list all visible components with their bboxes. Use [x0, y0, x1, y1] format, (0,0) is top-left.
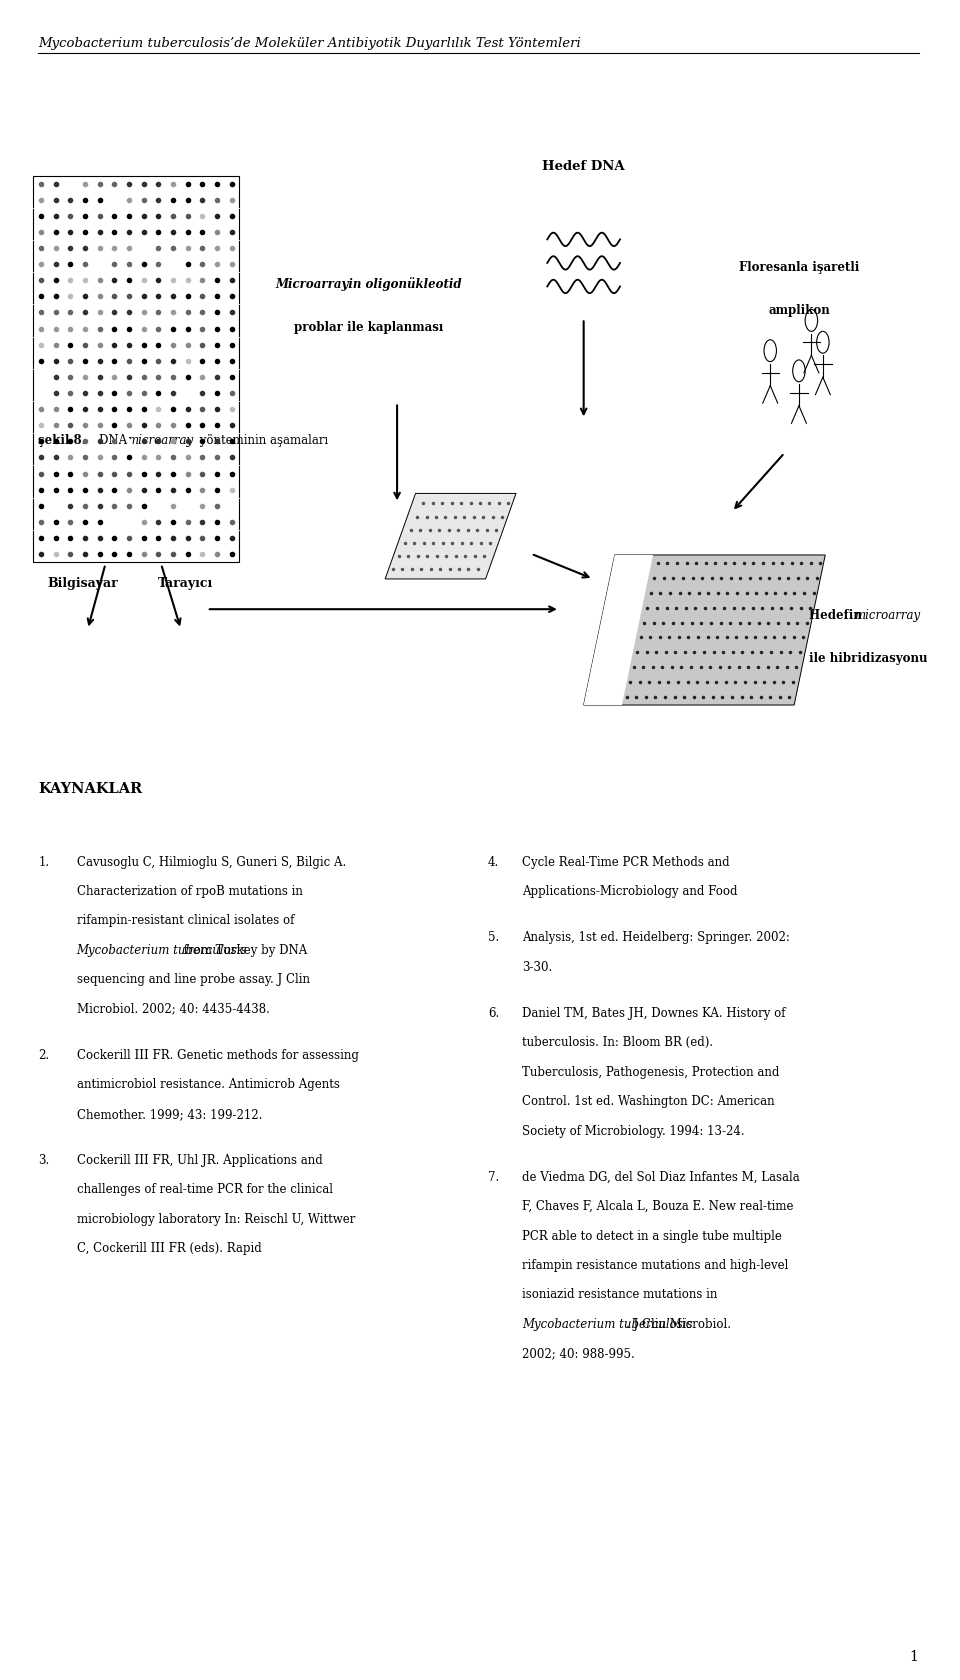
Polygon shape: [584, 556, 653, 706]
Text: şekil 8.: şekil 8.: [38, 433, 90, 447]
Text: Applications-Microbiology and Food: Applications-Microbiology and Food: [522, 884, 738, 897]
Text: Microbiol. 2002; 40: 4435-4438.: Microbiol. 2002; 40: 4435-4438.: [77, 1001, 270, 1015]
Text: 2.: 2.: [38, 1048, 49, 1062]
Text: 1: 1: [910, 1650, 919, 1663]
Polygon shape: [584, 556, 826, 706]
Text: rifampin resistance mutations and high-level: rifampin resistance mutations and high-l…: [522, 1258, 789, 1272]
Text: Microarrayin oligonükleotid: Microarrayin oligonükleotid: [276, 277, 462, 291]
Text: Tarayıcı: Tarayıcı: [158, 576, 213, 590]
Text: yönteminin aşamaları: yönteminin aşamaları: [196, 433, 328, 447]
Text: microarray: microarray: [854, 608, 921, 622]
Text: F, Chaves F, Alcala L, Bouza E. New real-time: F, Chaves F, Alcala L, Bouza E. New real…: [522, 1200, 794, 1213]
Text: microbiology laboratory In: Reischl U, Wittwer: microbiology laboratory In: Reischl U, W…: [77, 1213, 355, 1225]
Text: 3-30.: 3-30.: [522, 961, 553, 973]
Text: KAYNAKLAR: KAYNAKLAR: [38, 781, 142, 795]
Text: 6.: 6.: [488, 1006, 499, 1020]
Text: C, Cockerill III FR (eds). Rapid: C, Cockerill III FR (eds). Rapid: [77, 1242, 261, 1255]
Text: amplikon: amplikon: [768, 304, 829, 318]
Text: isoniazid resistance mutations in: isoniazid resistance mutations in: [522, 1289, 718, 1300]
Text: Mycobacterium tuberculosis’de Moleküler Antibiyotik Duyarlılık Test Yöntemleri: Mycobacterium tuberculosis’de Moleküler …: [38, 37, 581, 50]
Text: 4.: 4.: [488, 855, 499, 869]
Text: Mycobacterium tuberculosis: Mycobacterium tuberculosis: [77, 944, 247, 956]
Text: Floresanla işaretli: Floresanla işaretli: [739, 260, 859, 274]
Text: Cavusoglu C, Hilmioglu S, Guneri S, Bilgic A.: Cavusoglu C, Hilmioglu S, Guneri S, Bilg…: [77, 855, 346, 869]
Text: challenges of real-time PCR for the clinical: challenges of real-time PCR for the clin…: [77, 1183, 332, 1196]
Text: rifampin-resistant clinical isolates of: rifampin-resistant clinical isolates of: [77, 914, 294, 927]
Text: 3.: 3.: [38, 1154, 50, 1166]
Text: 5.: 5.: [488, 931, 499, 944]
Text: microarray: microarray: [128, 433, 193, 447]
Text: 2002; 40: 988-995.: 2002; 40: 988-995.: [522, 1347, 636, 1359]
Text: tuberculosis. In: Bloom BR (ed).: tuberculosis. In: Bloom BR (ed).: [522, 1035, 713, 1048]
Text: problar ile kaplanması: problar ile kaplanması: [294, 321, 443, 334]
Text: 1.: 1.: [38, 855, 49, 869]
Text: PCR able to detect in a single tube multiple: PCR able to detect in a single tube mult…: [522, 1230, 782, 1242]
Text: DNA: DNA: [99, 433, 131, 447]
Text: Analysis, 1st ed. Heidelberg: Springer. 2002:: Analysis, 1st ed. Heidelberg: Springer. …: [522, 931, 790, 944]
Text: Chemother. 1999; 43: 199-212.: Chemother. 1999; 43: 199-212.: [77, 1107, 262, 1121]
Bar: [34, 176, 239, 563]
Text: from Turkey by DNA: from Turkey by DNA: [180, 944, 307, 956]
Text: Daniel TM, Bates JH, Downes KA. History of: Daniel TM, Bates JH, Downes KA. History …: [522, 1006, 786, 1020]
Text: antimicrobiol resistance. Antimicrob Agents: antimicrobiol resistance. Antimicrob Age…: [77, 1079, 340, 1090]
Text: Mycobacterium tuberculosis: Mycobacterium tuberculosis: [522, 1317, 693, 1331]
Text: Characterization of rpoB mutations in: Characterization of rpoB mutations in: [77, 884, 302, 897]
Text: ile hibridizasyonu: ile hibridizasyonu: [808, 652, 927, 665]
Text: Cockerill III FR. Genetic methods for assessing: Cockerill III FR. Genetic methods for as…: [77, 1048, 358, 1062]
Text: Cockerill III FR, Uhl JR. Applications and: Cockerill III FR, Uhl JR. Applications a…: [77, 1154, 323, 1166]
Text: Cycle Real-Time PCR Methods and: Cycle Real-Time PCR Methods and: [522, 855, 730, 869]
Text: de Viedma DG, del Sol Diaz Infantes M, Lasala: de Viedma DG, del Sol Diaz Infantes M, L…: [522, 1171, 801, 1183]
Text: 7.: 7.: [488, 1171, 499, 1183]
Text: Hedefin: Hedefin: [808, 608, 866, 622]
Polygon shape: [385, 494, 516, 580]
Text: sequencing and line probe assay. J Clin: sequencing and line probe assay. J Clin: [77, 973, 309, 986]
Text: . J Clin Microbiol.: . J Clin Microbiol.: [626, 1317, 731, 1331]
Text: Hedef DNA: Hedef DNA: [542, 160, 625, 173]
Text: Tuberculosis, Pathogenesis, Protection and: Tuberculosis, Pathogenesis, Protection a…: [522, 1065, 780, 1079]
Text: Bilgisayar: Bilgisayar: [47, 576, 118, 590]
Text: Control. 1st ed. Washington DC: American: Control. 1st ed. Washington DC: American: [522, 1095, 775, 1107]
Text: Society of Microbiology. 1994: 13-24.: Society of Microbiology. 1994: 13-24.: [522, 1124, 745, 1137]
